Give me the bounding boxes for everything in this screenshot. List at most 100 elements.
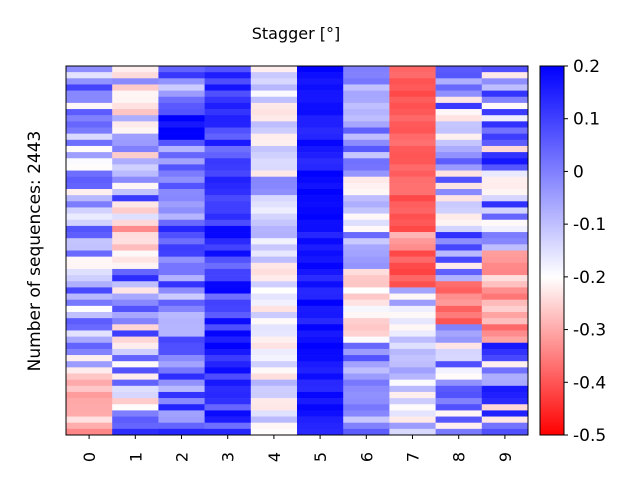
heatmap-cell [66, 225, 113, 233]
heatmap-cell [389, 72, 436, 79]
heatmap-cell [250, 102, 298, 110]
heatmap-cell [389, 158, 436, 165]
heatmap-cell [297, 244, 344, 251]
x-tick-label: 7 [404, 452, 423, 462]
heatmap-cell [112, 367, 159, 374]
heatmap-cell [297, 299, 344, 307]
heatmap-cell [481, 213, 529, 221]
heatmap-cell [389, 189, 436, 196]
heatmap-cell [250, 330, 298, 337]
heatmap-cell [250, 207, 298, 214]
heatmap-cell [66, 158, 113, 165]
heatmap-cell [204, 96, 252, 104]
heatmap-cell [343, 96, 390, 104]
heatmap-cell [297, 109, 344, 116]
heatmap-cell [297, 182, 344, 190]
heatmap-cell [389, 318, 436, 325]
heatmap-cell [297, 318, 344, 325]
heatmap-cell [158, 342, 205, 350]
heatmap-cell [204, 102, 252, 110]
heatmap-cell [435, 410, 483, 417]
heatmap-cell [389, 342, 436, 350]
heatmap-cell [158, 385, 205, 393]
heatmap-cell [158, 299, 205, 307]
heatmap-cell [435, 262, 483, 270]
heatmap-cell [250, 293, 298, 300]
heatmap-cell [112, 127, 159, 134]
heatmap-cell [481, 250, 529, 257]
heatmap-cell [481, 238, 529, 245]
heatmap-cell [250, 213, 298, 221]
colorbar-tick-label: -0.3 [573, 321, 606, 341]
heatmap-cell [112, 355, 159, 362]
heatmap-cell [66, 398, 113, 405]
heatmap-cell [112, 158, 159, 165]
heatmap-cell [158, 133, 205, 141]
heatmap-cell [481, 145, 529, 153]
heatmap-cell [297, 250, 344, 257]
heatmap-cell [297, 225, 344, 233]
heatmap-cell [66, 281, 113, 288]
heatmap-cell [66, 115, 113, 122]
heatmap-cell [250, 90, 298, 98]
heatmap-cell [250, 385, 298, 393]
heatmap-cell [481, 256, 529, 264]
heatmap-cell [66, 232, 113, 239]
heatmap-cell [389, 232, 436, 239]
heatmap-cell [66, 410, 113, 417]
heatmap-cell [481, 422, 529, 430]
heatmap-cell [250, 176, 298, 184]
heatmap-cell [481, 66, 529, 73]
heatmap-cell [66, 176, 113, 184]
heatmap-cell [389, 115, 436, 122]
heatmap-cell [204, 281, 252, 288]
heatmap-cell [481, 152, 529, 159]
heatmap-cell [112, 262, 159, 270]
heatmap-cell [435, 182, 483, 190]
heatmap-cell [158, 176, 205, 184]
heatmap-cell [112, 225, 159, 233]
heatmap-cell [481, 72, 529, 79]
heatmap-cell [435, 312, 483, 319]
x-tick-label: 0 [80, 452, 99, 462]
heatmap-cell [158, 207, 205, 214]
heatmap-cell [158, 244, 205, 251]
heatmap-cell [435, 293, 483, 300]
heatmap-cell [204, 324, 252, 331]
heatmap-cell [112, 213, 159, 221]
heatmap-cell [158, 355, 205, 362]
heatmap-cell [435, 268, 483, 276]
heatmap-cell [297, 232, 344, 239]
heatmap-cell [343, 361, 390, 368]
heatmap-cell [343, 102, 390, 110]
heatmap-cell [343, 78, 390, 85]
heatmap-cell [389, 207, 436, 214]
heatmap-cell [66, 201, 113, 208]
heatmap-cell [204, 312, 252, 319]
x-tick-label: 1 [126, 452, 145, 462]
heatmap-cell [343, 127, 390, 134]
heatmap-cell [66, 324, 113, 331]
heatmap-cell [389, 422, 436, 430]
heatmap-cell [343, 293, 390, 300]
heatmap-cell [481, 127, 529, 134]
heatmap-cell [204, 256, 252, 264]
heatmap-cell [158, 182, 205, 190]
heatmap-cell [343, 72, 390, 79]
heatmap-cell [297, 275, 344, 282]
heatmap-cell [66, 379, 113, 387]
heatmap-cell [343, 90, 390, 98]
heatmap-cell [435, 244, 483, 251]
heatmap-cell [158, 115, 205, 122]
heatmap-cell [435, 213, 483, 221]
heatmap-cell [66, 244, 113, 251]
heatmap-cell [297, 72, 344, 79]
heatmap-cell [250, 391, 298, 399]
heatmap-cell [204, 318, 252, 325]
heatmap-cell [66, 139, 113, 147]
heatmap-cell [112, 152, 159, 159]
heatmap-cell [389, 287, 436, 294]
heatmap-cell [158, 256, 205, 264]
heatmap-cell [481, 268, 529, 276]
